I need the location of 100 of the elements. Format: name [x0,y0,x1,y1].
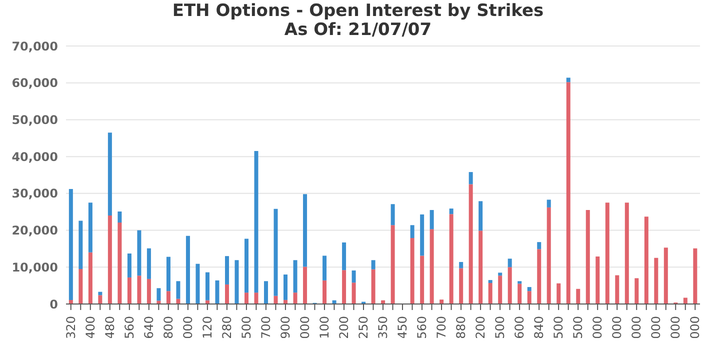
x-tick-label: 350 [376,316,390,339]
x-tick-label: 700 [434,316,449,339]
bar [264,281,268,304]
bar [410,238,414,304]
x-tick-label: 880 [454,316,468,339]
bar [449,208,454,214]
bar [156,300,161,304]
x-tick-label: 560 [415,316,430,339]
bar [98,295,102,304]
bar [566,78,570,82]
bar [224,256,229,284]
bar [498,276,502,304]
bar [576,288,580,304]
bar [156,288,161,301]
bar [176,281,180,299]
bar [88,252,92,304]
x-tick-label: 700 [258,316,273,339]
bar [488,282,492,304]
x-tick-label: 600 [512,316,527,339]
x-tick-label: 500 [552,316,566,339]
x-tick-label: 640 [142,316,156,339]
y-tick-label: 70,000 [12,39,58,54]
x-tick-label: 200 [336,316,351,339]
x-tick-label: 800 [161,316,176,339]
y-tick-label: 0 [50,297,58,312]
bar [468,184,473,304]
y-tick-label: 30,000 [12,186,58,201]
x-tick-label: 000 [630,316,644,339]
bar [430,210,434,230]
bar [303,194,308,267]
x-tick-label: 400 [83,316,98,339]
x-tick-label: 320 [64,316,78,339]
x-tick-label: 000 [649,316,664,339]
x-tick-label: 000 [668,316,683,339]
bar [293,292,298,304]
bar [586,210,590,304]
bar [605,202,610,304]
bar [78,220,83,269]
bar [244,292,248,304]
x-tick-label: 500 [571,316,586,339]
bar [537,249,542,304]
bar [322,280,327,304]
bar [468,172,473,184]
bar [478,201,483,231]
bar [498,272,502,276]
x-tick-label: 000 [688,316,702,339]
bar [234,260,239,304]
chart-subtitle: As Of: 21/07/07 [283,20,433,40]
x-tick-label: 000 [610,316,624,339]
bar [693,248,698,304]
bar [420,214,424,256]
bar [274,208,278,296]
y-tick-label: 20,000 [12,224,58,238]
bar [683,298,688,304]
bar [254,151,258,293]
x-tick-label: 840 [532,316,546,339]
bar [137,230,142,276]
bar [166,256,170,292]
chart-title: ETH Options - Open Interest by Strikes [171,1,545,21]
bar [186,236,190,304]
x-tick-label: 250 [356,316,370,339]
bar [624,202,629,304]
x-tick-label: 900 [278,316,292,339]
bar [68,189,73,300]
y-tick-label: 10,000 [12,260,58,274]
bar [108,132,112,216]
y-tick-label: 40,000 [12,150,58,164]
y-tick-label: 50,000 [12,112,58,127]
x-tick-label: 000 [590,316,605,339]
bar [244,238,248,293]
bar [430,229,434,304]
x-tick-label: 560 [122,316,136,339]
bar [352,270,356,283]
bar [98,292,102,296]
bar [644,216,648,304]
bar [254,292,258,304]
bar [449,214,454,304]
x-tick-label: 280 [220,316,234,339]
bar [146,278,151,304]
x-tick-label: 450 [396,316,410,339]
bar [488,280,492,283]
x-tick-label: 500 [493,316,508,339]
x-tick-label: 480 [102,316,117,339]
bar [78,268,83,304]
bar [293,260,298,293]
bar [108,216,112,304]
bar [596,256,600,304]
bar [352,282,356,304]
bar [284,274,288,300]
bar [390,204,395,226]
bar [546,207,551,304]
bar [615,275,620,304]
bar [508,258,512,268]
bar [127,277,132,304]
bar [118,211,122,223]
bar [118,222,122,304]
bar [546,200,551,208]
bar [224,284,229,304]
bar [478,230,483,304]
bar [410,225,414,238]
